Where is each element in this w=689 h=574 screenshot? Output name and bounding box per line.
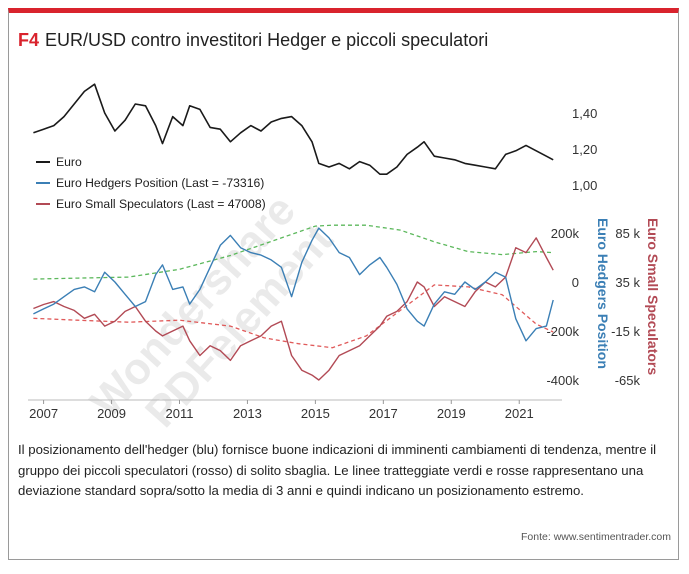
x-tick-label: 2017	[369, 406, 398, 421]
figure-source: Fonte: www.sentimentrader.com	[521, 531, 671, 543]
hedgers-tick-label: 200k	[551, 226, 580, 241]
speculators-tick-label: 85 k	[615, 226, 640, 241]
x-tick-label: 2019	[437, 406, 466, 421]
euro-axis: 1,40 1,20 1,00	[572, 106, 597, 193]
hedgers-axis: 200k 0 -200k -400k	[546, 226, 579, 388]
speculators-axis-label: Euro Small Speculators	[645, 218, 661, 375]
x-tick-label: 2015	[301, 406, 330, 421]
figure-tag: F4	[18, 30, 40, 50]
speculators-series-line	[33, 237, 554, 381]
speculators-tick-label: -15 k	[611, 324, 640, 339]
x-tick-label: 2011	[166, 406, 194, 421]
x-tick-label: 2007	[29, 406, 58, 421]
euro-tick-label: 1,00	[572, 178, 597, 193]
hedgers-tick-label: 0	[572, 275, 579, 290]
legend: Euro Euro Hedgers Position (Last = -73316…	[36, 155, 266, 211]
hedgers-tick-label: -400k	[546, 373, 579, 388]
figure-caption: Il posizionamento dell'hedger (blu) forn…	[18, 442, 657, 498]
hedgers-series-line	[33, 227, 554, 342]
figure-frame	[8, 8, 679, 560]
hedgers-tick-label: -200k	[546, 324, 579, 339]
hedgers-axis-label: Euro Hedgers Position	[595, 218, 611, 369]
figure-title: F4 EUR/USD contro investitori Hedger e pi…	[18, 30, 488, 51]
legend-label-hedgers: Euro Hedgers Position (Last = -73316)	[56, 176, 264, 190]
speculators-tick-label: -65k	[615, 373, 641, 388]
legend-label-euro: Euro	[56, 155, 82, 169]
euro-tick-label: 1,40	[572, 106, 597, 121]
x-axis: 2007 2009 2011 2013 2015 2017 2019 2021	[28, 399, 562, 421]
legend-label-speculators: Euro Small Speculators (Last = 47008)	[56, 197, 266, 211]
band-upper-series-line	[33, 224, 554, 280]
speculators-tick-label: 35 k	[615, 275, 640, 290]
x-tick-label: 2009	[97, 406, 126, 421]
euro-series-line	[33, 83, 554, 175]
figure-title-text: EUR/USD contro investitori Hedger e picc…	[45, 30, 489, 50]
x-tick-label: 2013	[233, 406, 262, 421]
series-layer	[33, 83, 554, 381]
speculators-axis: 85 k 35 k -15 k -65k	[611, 226, 640, 388]
watermark: Wondershare PDFelement	[81, 186, 343, 437]
x-tick-label: 2021	[505, 406, 534, 421]
euro-tick-label: 1,20	[572, 142, 597, 157]
